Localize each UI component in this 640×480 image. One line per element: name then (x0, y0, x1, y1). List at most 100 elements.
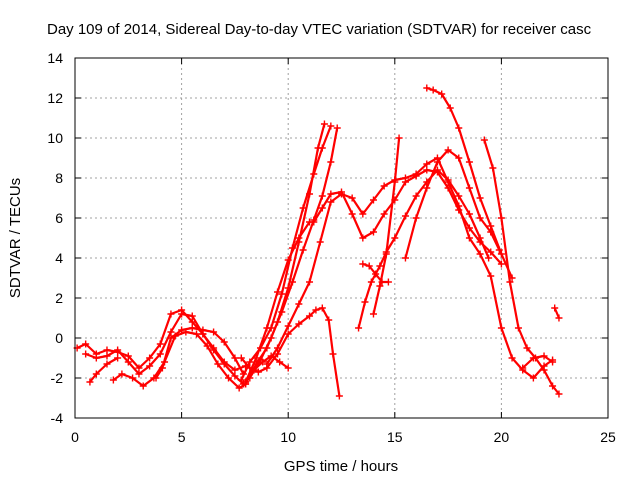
data-point (167, 310, 175, 318)
data-point (489, 164, 497, 172)
data-point (497, 214, 505, 222)
data-point (316, 238, 324, 246)
data-point (188, 312, 196, 320)
data-point (335, 392, 343, 400)
data-point (487, 222, 495, 230)
data-point (193, 330, 201, 338)
series-sat-t (519, 352, 557, 372)
data-point (295, 320, 303, 328)
data-point (318, 192, 326, 200)
series-sat-e (152, 324, 247, 382)
data-point (348, 210, 356, 218)
y-tick-label: -4 (51, 410, 64, 426)
data-point (329, 350, 337, 358)
data-point (252, 354, 260, 362)
data-point (284, 330, 292, 338)
data-point (455, 206, 463, 214)
x-tick-label: 25 (600, 429, 616, 445)
data-point (135, 370, 143, 378)
data-point (242, 378, 250, 386)
series-sat-f (237, 304, 343, 400)
x-tick-label: 0 (71, 429, 79, 445)
series-line (89, 357, 119, 383)
data-point (284, 256, 292, 264)
data-point (380, 210, 388, 218)
data-point (476, 194, 484, 202)
y-tick-label: 12 (47, 90, 63, 106)
series-sat-d (109, 328, 250, 392)
data-point (231, 366, 239, 374)
data-point (188, 324, 196, 332)
data-point (254, 368, 262, 376)
data-point (365, 262, 373, 270)
data-point (348, 194, 356, 202)
series (73, 84, 563, 400)
data-point (306, 190, 314, 198)
data-point (237, 376, 245, 384)
data-point (506, 278, 514, 286)
y-tick-label: 10 (47, 130, 63, 146)
data-point (444, 184, 452, 192)
data-point (129, 374, 137, 382)
data-point (210, 328, 218, 336)
data-point (551, 304, 559, 312)
data-point (391, 234, 399, 242)
data-point (555, 390, 563, 398)
data-point (446, 104, 454, 112)
data-point (114, 354, 122, 362)
data-point (412, 214, 420, 222)
data-point (540, 366, 548, 374)
data-point (384, 278, 392, 286)
x-tick-label: 10 (280, 429, 296, 445)
data-point (124, 352, 132, 360)
data-point (455, 192, 463, 200)
data-point (156, 350, 164, 358)
series-sat-q (401, 146, 503, 262)
data-point (256, 356, 264, 364)
data-point (246, 358, 254, 366)
series-sat-j (246, 124, 341, 382)
data-point (318, 204, 326, 212)
data-point (178, 326, 186, 334)
data-point (369, 310, 377, 318)
series-sat-l (263, 154, 557, 382)
data-point (231, 354, 239, 362)
data-point (278, 308, 286, 316)
data-point (369, 196, 377, 204)
data-point (284, 322, 292, 330)
data-point (391, 178, 399, 186)
data-point (135, 364, 143, 372)
data-point (540, 352, 548, 360)
data-point (92, 354, 100, 362)
data-point (109, 376, 117, 384)
data-point (433, 158, 441, 166)
data-point (288, 278, 296, 286)
series-line (112, 330, 247, 390)
data-point (465, 210, 473, 218)
data-point (220, 338, 228, 346)
data-point (210, 346, 218, 354)
data-point (103, 360, 111, 368)
data-point (214, 360, 222, 368)
data-point (555, 314, 563, 322)
data-point (423, 184, 431, 192)
data-point (82, 340, 90, 348)
data-point (225, 374, 233, 382)
data-point (429, 86, 437, 94)
data-point (376, 282, 384, 290)
grid (75, 58, 608, 418)
data-point (514, 324, 522, 332)
data-point (476, 234, 484, 242)
data-point (203, 342, 211, 350)
data-point (401, 178, 409, 186)
data-point (523, 344, 531, 352)
chart-title: Day 109 of 2014, Sidereal Day-to-day VTE… (47, 21, 592, 38)
series-line (240, 125, 332, 381)
data-point (284, 364, 292, 372)
data-point (231, 372, 239, 380)
data-point (114, 346, 122, 354)
data-point (455, 124, 463, 132)
x-axis-label: GPS time / hours (284, 458, 398, 475)
y-tick-label: 6 (55, 210, 63, 226)
series-sat-c (86, 354, 122, 386)
